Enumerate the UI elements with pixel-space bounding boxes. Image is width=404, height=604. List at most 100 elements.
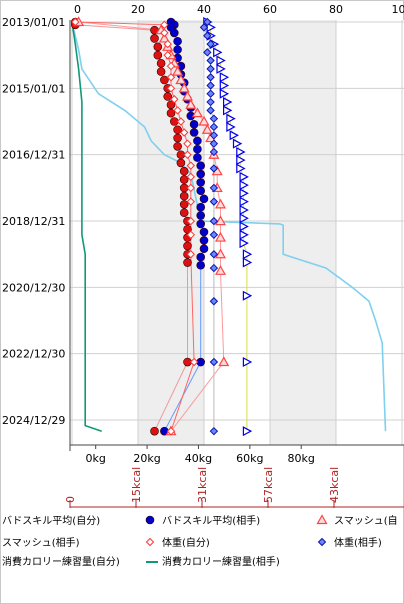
data-point-diamond-blue — [209, 216, 219, 226]
data-point-diamond-blue — [209, 183, 219, 193]
series-line — [71, 21, 102, 432]
data-point-diamond-blue — [206, 89, 215, 98]
data-point-triangle-red — [178, 82, 190, 93]
calorie-tick-label: 15kcal — [130, 467, 143, 503]
data-point-diamond-blue — [209, 114, 219, 123]
data-point-triangle-blue — [239, 213, 249, 224]
bottom-tick-label: 20kg — [133, 452, 160, 465]
data-point-circle-red — [150, 34, 159, 43]
data-point-triangle-red — [214, 265, 227, 275]
y-tick-label: 2020/12/30 — [2, 281, 65, 294]
top-axis-tick-labels: 0 20 40 60 80 100 — [74, 3, 404, 16]
data-point-circle-red — [153, 50, 163, 60]
legend-marker — [317, 537, 327, 547]
data-point-triangle-red — [191, 107, 203, 118]
legend-marker — [316, 514, 328, 525]
bottom-axis-tick-labels: 0kg 20kg 40kg 60kg 80kg — [86, 445, 315, 465]
data-point-triangle-blue — [239, 196, 249, 207]
data-point-circle-red — [166, 108, 176, 118]
data-point-triangle-blue — [239, 180, 249, 191]
data-point-triangle-blue — [242, 357, 253, 368]
data-point-triangle-blue — [236, 146, 246, 157]
data-point-diamond-red — [71, 17, 80, 27]
top-tick-label: 60 — [263, 3, 277, 16]
data-point-circle-blue — [173, 45, 182, 54]
plot-background — [70, 20, 404, 445]
data-point-circle-red — [179, 166, 189, 176]
top-tick-label: 0 — [74, 3, 81, 16]
data-point-circle-blue — [196, 169, 205, 179]
y-tick-label: 2024/12/29 — [2, 414, 65, 427]
data-point-diamond-red — [186, 216, 196, 226]
data-point-circle-blue — [196, 219, 205, 229]
data-point-triangle-blue — [216, 55, 226, 66]
legend-label: 体重(自分) — [162, 536, 210, 549]
data-point-diamond-blue — [206, 97, 215, 107]
calorie-tick-label: 57kcal — [262, 467, 275, 503]
data-point-diamond-blue — [206, 73, 215, 82]
data-point-triangle-red — [198, 115, 210, 126]
data-point-triangle-blue — [242, 426, 253, 437]
data-point-diamond-blue — [209, 357, 219, 367]
data-point-diamond-red — [179, 128, 189, 137]
data-point-circle-blue — [193, 153, 202, 162]
data-point-triangle-red — [201, 124, 213, 134]
data-point-diamond-blue — [209, 297, 219, 306]
data-point-triangle-blue — [213, 47, 223, 58]
data-point-diamond-blue — [209, 122, 219, 132]
data-point-triangle-blue — [219, 88, 230, 99]
y-tick-label: 2018/12/31 — [2, 215, 65, 228]
data-point-diamond-red — [186, 161, 196, 170]
data-point-triangle-red — [214, 215, 227, 226]
y-tick-label: 2013/01/01 — [2, 16, 65, 29]
data-point-triangle-blue — [242, 290, 253, 301]
data-point-triangle-blue — [239, 221, 249, 232]
data-point-diamond-blue — [209, 230, 219, 240]
data-point-triangle-blue — [216, 63, 226, 74]
data-point-circle-blue — [196, 202, 205, 212]
data-point-circle-blue — [196, 260, 205, 270]
data-point-triangle-blue — [219, 80, 230, 91]
data-point-diamond-blue — [206, 106, 215, 115]
data-point-diamond-blue — [209, 263, 219, 273]
data-point-diamond-blue — [209, 426, 219, 436]
data-point-circle-red — [163, 92, 172, 101]
data-point-circle-red — [183, 258, 192, 267]
data-point-diamond-blue — [209, 197, 219, 206]
data-point-circle-red — [153, 42, 163, 52]
data-point-circle-blue — [196, 211, 205, 220]
data-point-diamond-blue — [206, 39, 215, 49]
data-point-triangle-red — [214, 248, 227, 259]
data-point-diamond-blue — [206, 64, 215, 74]
data-point-triangle-blue — [239, 205, 249, 216]
data-point-circle-red — [179, 191, 189, 201]
data-point-diamond-red — [163, 50, 172, 60]
data-point-diamond-red — [173, 106, 182, 115]
data-point-triangle-red — [158, 32, 170, 43]
data-point-circle-blue — [193, 144, 202, 154]
data-point-diamond-red — [160, 28, 169, 38]
data-point-diamond-red — [163, 39, 172, 49]
data-point-diamond-red — [183, 139, 192, 148]
data-point-diamond-blue — [209, 131, 219, 140]
calorie-tick-label: 43kcal — [328, 467, 341, 503]
data-point-triangle-blue — [236, 155, 246, 166]
data-point-triangle-red — [175, 74, 187, 85]
data-point-triangle-blue — [232, 138, 243, 149]
legend-label: バドスキル平均(相手) — [162, 514, 260, 527]
data-point-circle-red — [179, 175, 189, 184]
data-point-diamond-red — [166, 426, 176, 436]
data-point-circle-red — [183, 241, 192, 251]
data-point-circle-red — [156, 59, 166, 68]
data-point-triangle-red — [214, 231, 227, 242]
data-point-triangle-blue — [239, 171, 249, 182]
data-point-circle-red — [150, 426, 159, 436]
data-point-circle-red — [179, 200, 189, 209]
legend-label: スマッシュ(自 — [334, 514, 398, 527]
bottom-tick-label: 60kg — [236, 452, 263, 465]
data-point-diamond-blue — [203, 48, 212, 57]
y-tick-label: 2022/12/30 — [2, 348, 65, 361]
legend-label: 体重(相手) — [334, 536, 382, 549]
data-point-triangle-blue — [236, 163, 246, 174]
data-point-diamond-blue — [206, 56, 215, 65]
